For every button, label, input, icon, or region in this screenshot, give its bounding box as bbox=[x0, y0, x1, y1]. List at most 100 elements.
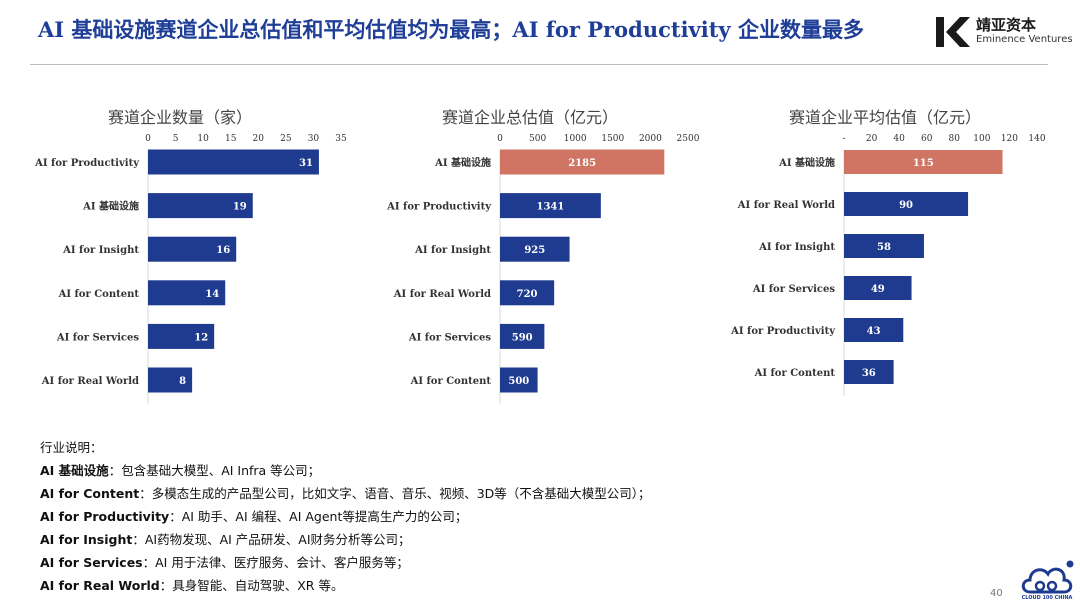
bar bbox=[844, 234, 924, 258]
x-tick-label: 140 bbox=[1028, 134, 1045, 144]
data-label: 8 bbox=[179, 376, 186, 387]
logo-en: Eminence Ventures bbox=[976, 34, 1073, 45]
chart-svg: 0 5 10 15 20 25 30 35 AI for Productivity 31 AI 基础… bbox=[34, 134, 347, 405]
x-tick-label: 2000 bbox=[639, 134, 662, 144]
x-tick-label: 100 bbox=[973, 134, 990, 144]
industry-notes: 行业说明： AI 基础设施：包含基础大模型、AI Infra 等公司； AI f… bbox=[40, 436, 651, 597]
category-label: AI for Content bbox=[754, 368, 836, 379]
page-title: AI 基础设施赛道企业总估值和平均估值均为最高；AI for Productiv… bbox=[38, 17, 864, 42]
notes-heading: 行业说明： bbox=[40, 440, 103, 455]
data-label: 925 bbox=[524, 245, 545, 256]
category-label: AI for Services bbox=[56, 332, 140, 343]
bar bbox=[148, 149, 319, 175]
page-number: 40 bbox=[990, 588, 1003, 599]
x-tick-label: 500 bbox=[529, 134, 546, 144]
x-tick-label: 30 bbox=[308, 134, 320, 144]
logo: 靖亚资本 Eminence Ventures bbox=[936, 14, 1076, 50]
data-label: 16 bbox=[216, 245, 230, 256]
note-text: ：包含基础大模型、AI Infra 等公司； bbox=[108, 463, 321, 478]
x-tick-label: 40 bbox=[893, 134, 905, 144]
logo-cn: 靖亚资本 bbox=[976, 16, 1037, 34]
title-rule bbox=[30, 64, 1048, 65]
category-label: AI 基础设施 bbox=[434, 156, 491, 169]
x-tick-label: 20 bbox=[866, 134, 878, 144]
bar bbox=[500, 149, 665, 175]
x-tick-label: 15 bbox=[225, 134, 237, 144]
x-tick-label: 80 bbox=[949, 134, 961, 144]
chart-svg: 0 500 1000 1500 2000 2500 AI 基础设施 2185 AI for Pr… bbox=[386, 134, 700, 405]
chart-total-valuation: 赛道企业总估值（亿元） 0 500 1000 1500 2000 2500 AI 基础设施 2… bbox=[370, 100, 710, 420]
category-label: AI for Services bbox=[752, 284, 836, 295]
note-item: AI for Services：AI 用于法律、医疗服务、会计、客户服务等； bbox=[40, 551, 651, 574]
category-label: AI for Insight bbox=[62, 245, 139, 256]
data-label: 1341 bbox=[536, 202, 564, 213]
category-label: AI for Content bbox=[58, 289, 140, 300]
data-label: 31 bbox=[299, 158, 313, 169]
bar bbox=[500, 236, 570, 262]
data-label: 590 bbox=[512, 332, 533, 343]
x-tick-label: 120 bbox=[1001, 134, 1018, 144]
note-item: AI for Insight：AI药物发现、AI 产品研发、AI财务分析等公司； bbox=[40, 528, 651, 551]
bar bbox=[844, 318, 904, 342]
category-label: AI for Insight bbox=[758, 242, 835, 253]
cloud-icon bbox=[1021, 560, 1074, 594]
x-tick-label: 35 bbox=[335, 134, 347, 144]
note-text: ：具身智能、自动驾驶、XR 等。 bbox=[159, 578, 344, 593]
x-tick-label: 10 bbox=[197, 134, 209, 144]
data-label: 14 bbox=[205, 289, 219, 300]
data-label: 500 bbox=[508, 376, 529, 387]
category-label: AI for Real World bbox=[41, 376, 139, 387]
data-label: 2185 bbox=[568, 158, 596, 169]
note-text: ：多模态生成的产品型公司，比如文字、语音、音乐、视频、3D等（不含基础大模型公司… bbox=[139, 486, 651, 501]
bar bbox=[844, 360, 894, 384]
note-item: AI for Real World：具身智能、自动驾驶、XR 等。 bbox=[40, 574, 651, 597]
data-label: 115 bbox=[913, 158, 934, 169]
eminence-logo-icon bbox=[936, 17, 970, 47]
x-tick-label: 20 bbox=[253, 134, 265, 144]
chart-average-valuation: 赛道企业平均估值（亿元） - 20 40 60 80 100 120 140 AI 基础设施 11… bbox=[720, 100, 1060, 420]
chart-count: 赛道企业数量（家） 0 5 10 15 20 25 30 35 AI for Productiv… bbox=[20, 100, 360, 420]
note-item: AI for Content：多模态生成的产品型公司，比如文字、语音、音乐、视频… bbox=[40, 482, 651, 505]
x-tick-label: 60 bbox=[921, 134, 933, 144]
note-item: AI for Productivity：AI 助手、AI 编程、AI Agent… bbox=[40, 505, 651, 528]
category-label: AI for Real World bbox=[737, 200, 835, 211]
category-label: AI for Productivity bbox=[730, 326, 836, 337]
category-label: AI 基础设施 bbox=[82, 200, 139, 213]
chart-title: 赛道企业数量（家） bbox=[107, 108, 252, 127]
note-text: ：AI 助手、AI 编程、AI Agent等提高生产力的公司； bbox=[169, 509, 468, 524]
bar bbox=[148, 193, 253, 219]
category-label: AI for Content bbox=[410, 376, 492, 387]
note-label: AI for Services bbox=[40, 555, 143, 570]
bar bbox=[844, 150, 1003, 174]
bar bbox=[500, 367, 538, 393]
bar bbox=[844, 276, 912, 300]
x-tick-label: 1500 bbox=[601, 134, 624, 144]
bar bbox=[148, 236, 237, 262]
data-label: 90 bbox=[899, 200, 913, 211]
note-label: AI 基础设施 bbox=[40, 463, 109, 478]
data-label: 19 bbox=[233, 202, 247, 213]
data-label: 12 bbox=[194, 332, 208, 343]
chart-svg: - 20 40 60 80 100 120 140 AI 基础设施 115 AI for Real … bbox=[730, 134, 1046, 396]
cloud-text: CLOUD 100 CHINA bbox=[1021, 595, 1073, 601]
x-tick-label: 0 bbox=[145, 134, 151, 144]
x-tick-label: 0 bbox=[497, 134, 503, 144]
category-label: AI for Insight bbox=[414, 245, 491, 256]
data-label: 49 bbox=[871, 284, 885, 295]
x-tick-label: - bbox=[842, 134, 845, 144]
bar bbox=[844, 192, 969, 216]
x-tick-label: 25 bbox=[280, 134, 292, 144]
note-label: AI for Real World bbox=[40, 578, 160, 593]
note-label: AI for Content bbox=[40, 486, 140, 501]
category-label: AI for Services bbox=[408, 332, 492, 343]
note-text: ：AI药物发现、AI 产品研发、AI财务分析等公司； bbox=[132, 532, 411, 547]
note-item: AI 基础设施：包含基础大模型、AI Infra 等公司； bbox=[40, 459, 651, 482]
x-tick-label: 1000 bbox=[564, 134, 587, 144]
category-label: AI for Productivity bbox=[386, 202, 492, 213]
note-text: ：AI 用于法律、医疗服务、会计、客户服务等； bbox=[142, 555, 409, 570]
bar bbox=[148, 280, 226, 306]
category-label: AI for Productivity bbox=[34, 158, 140, 169]
bar bbox=[148, 323, 215, 349]
bar bbox=[500, 323, 545, 349]
cloud100-logo: CLOUD 100 CHINA bbox=[1018, 558, 1076, 606]
